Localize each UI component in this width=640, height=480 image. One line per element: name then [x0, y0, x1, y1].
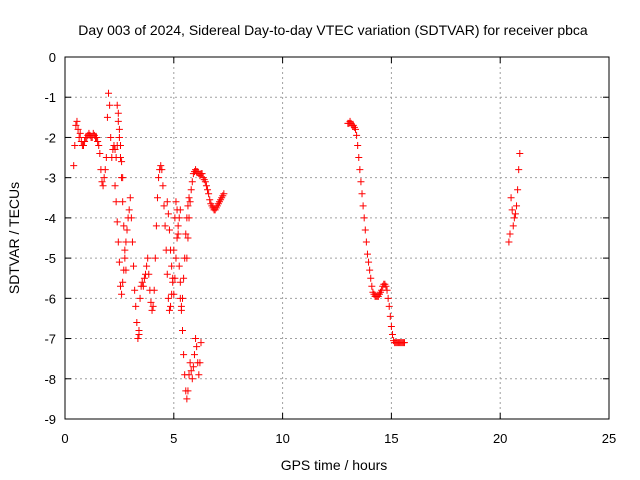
x-tick-label: 20 — [493, 431, 507, 446]
y-tick-label: -5 — [44, 251, 56, 266]
x-tick-label: 5 — [170, 431, 177, 446]
y-tick-label: -6 — [44, 291, 56, 306]
y-tick-label: -2 — [44, 130, 56, 145]
chart-title: Day 003 of 2024, Sidereal Day-to-day VTE… — [78, 22, 588, 38]
y-tick-label: -4 — [44, 211, 56, 226]
x-tick-label: 0 — [61, 431, 68, 446]
y-tick-label: -7 — [44, 332, 56, 347]
x-axis-label: GPS time / hours — [281, 457, 388, 473]
x-tick-label: 10 — [275, 431, 289, 446]
y-tick-label: -3 — [44, 171, 56, 186]
y-tick-label: -1 — [44, 90, 56, 105]
x-tick-label: 15 — [384, 431, 398, 446]
chart-background — [0, 0, 640, 480]
y-axis-label: SDTVAR / TECUs — [6, 182, 22, 294]
y-tick-label: 0 — [49, 50, 56, 65]
y-tick-label: -8 — [44, 372, 56, 387]
x-tick-label: 25 — [602, 431, 616, 446]
sdtvar-chart: Day 003 of 2024, Sidereal Day-to-day VTE… — [0, 0, 640, 480]
y-tick-label: -9 — [44, 412, 56, 427]
